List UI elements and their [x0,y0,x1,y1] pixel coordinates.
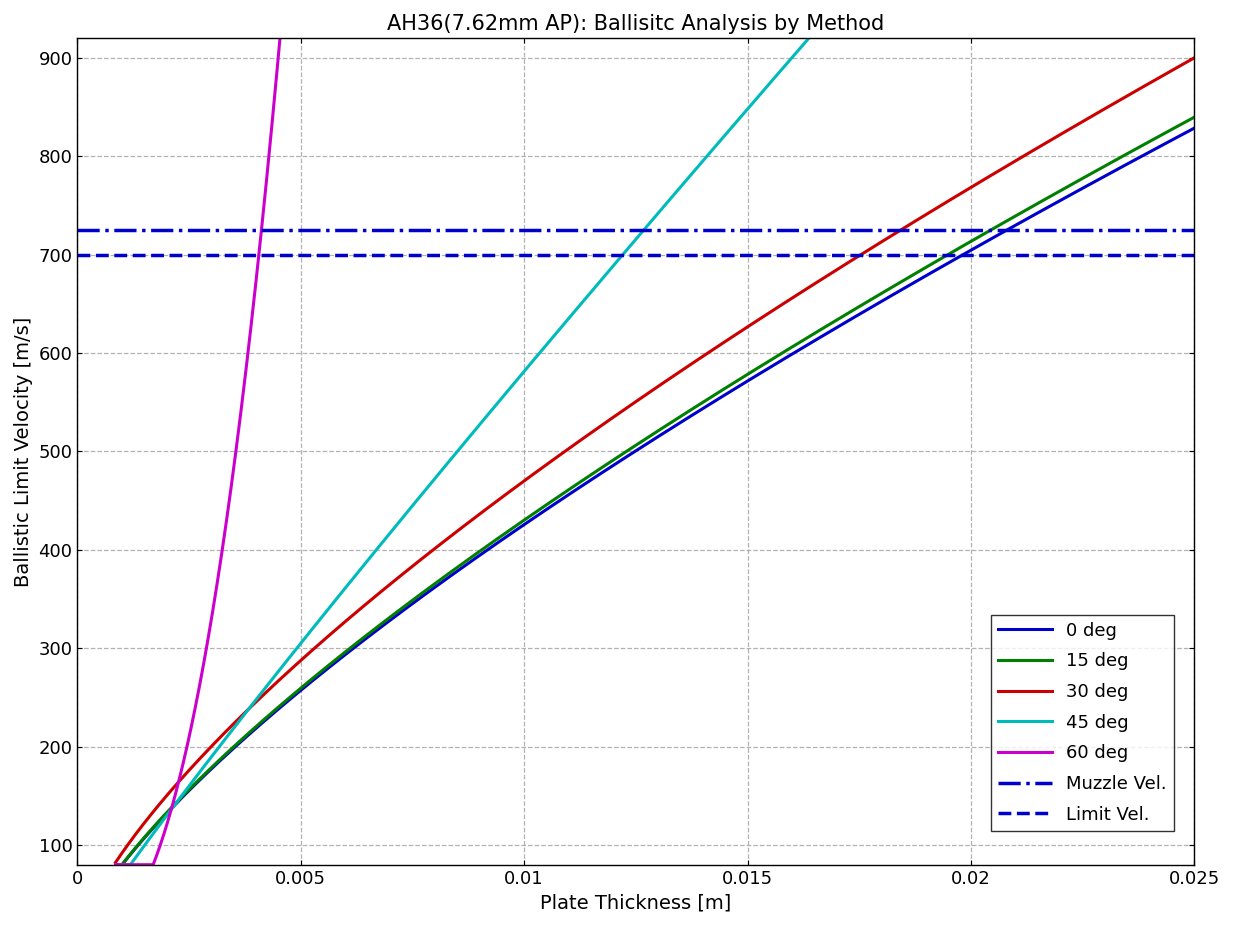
15 deg [449,562,464,573]
45 deg [109,859,123,870]
0 deg [621,451,636,462]
60 deg [110,859,125,870]
15 deg [109,859,123,870]
45 deg [559,315,574,326]
15 deg [1187,111,1202,122]
0 deg [1187,122,1202,133]
Line: 60 deg: 60 deg [116,39,280,865]
45 deg [740,104,755,115]
Line: 45 deg: 45 deg [116,38,808,865]
60 deg [152,845,167,856]
X-axis label: Plate Thickness [m]: Plate Thickness [m] [540,893,732,912]
30 deg [392,571,407,582]
60 deg [109,859,123,870]
Title: AH36(7.62mm AP): Ballisitc Analysis by Method: AH36(7.62mm AP): Ballisitc Analysis by M… [387,14,885,34]
30 deg [109,857,123,868]
30 deg [204,741,218,752]
0 deg [726,384,740,395]
Line: 30 deg: 30 deg [116,57,1195,862]
45 deg [801,32,816,44]
30 deg [449,526,464,537]
30 deg [726,331,740,342]
0 deg [392,607,407,619]
60 deg [273,33,288,44]
45 deg [775,64,790,75]
0 deg [449,566,464,577]
Legend: 0 deg, 15 deg, 30 deg, 45 deg, 60 deg, Muzzle Vel., Limit Vel.: 0 deg, 15 deg, 30 deg, 45 deg, 60 deg, M… [991,615,1175,831]
30 deg [394,569,408,581]
15 deg [392,605,407,616]
Y-axis label: Ballistic Limit Velocity [m/s]: Ballistic Limit Velocity [m/s] [14,317,33,586]
45 deg [444,453,459,464]
15 deg [394,603,408,614]
45 deg [211,743,226,754]
30 deg [621,402,636,413]
15 deg [726,378,740,389]
15 deg [621,445,636,457]
Line: 15 deg: 15 deg [116,117,1195,865]
60 deg [152,844,167,855]
60 deg [239,360,254,371]
45 deg [460,433,475,444]
0 deg [394,607,408,618]
30 deg [1187,52,1202,63]
0 deg [109,859,123,870]
15 deg [204,762,218,773]
60 deg [152,843,167,854]
Line: 0 deg: 0 deg [116,128,1195,865]
60 deg [109,859,123,870]
0 deg [204,763,218,774]
